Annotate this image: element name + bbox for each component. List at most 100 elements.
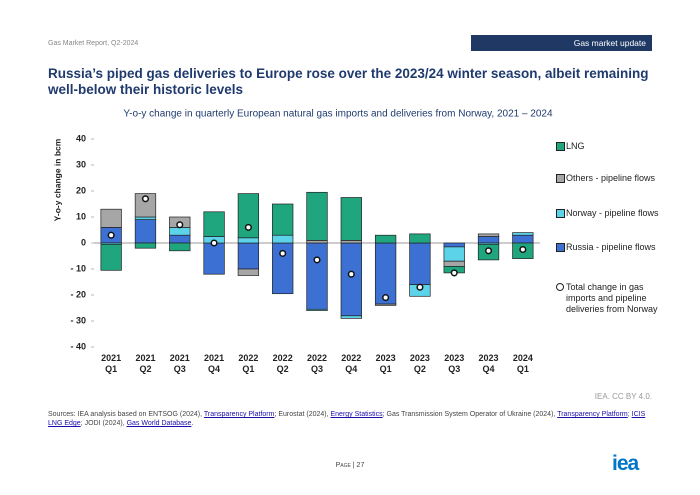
source-text: Sources: IEA analysis based on ENTSOG (2… [48,411,204,418]
y-tick-label: - 40 [70,341,86,351]
total-marker [450,269,458,277]
source-link[interactable]: ICIS LNG Edge [48,411,646,427]
source-text: ; [627,411,632,418]
x-tick-label: 2023 Q4 [478,353,499,374]
bar-segment [237,242,260,270]
y-tick-label: 20 [76,185,86,195]
bar-segment [134,193,157,218]
legend-label: Total change in gas imports and pipeline… [566,282,658,314]
bar-segment [374,303,397,306]
bar-segment [237,193,260,239]
source-text: . [191,420,194,427]
x-tick-label: 2022 Q4 [341,353,362,374]
bar-segment [306,240,328,244]
bar-segment [272,234,294,244]
total-marker [347,270,355,278]
x-tick-label: 2023 Q1 [375,353,396,374]
bar-segment [512,234,534,244]
legend-swatch [556,142,565,151]
bar-segment [272,203,294,236]
source-link[interactable]: Transparency Platform [203,411,275,418]
source-link[interactable]: Transparency Platform [557,411,628,418]
bar-segment [477,233,500,237]
legend-marker [556,283,564,291]
bar-segment [203,211,225,237]
total-marker [210,239,218,247]
chart-title: Y-o-y change in quarterly European natur… [123,109,553,120]
bar-segment [306,242,328,310]
bar-segment [306,191,328,241]
x-tick-label: 2022 Q1 [238,353,259,374]
y-tick-label: - 20 [70,289,86,299]
source-text: ; Gas Transmission System Operator of Uk… [382,411,558,418]
y-tick-label: 30 [76,159,86,169]
total-marker [244,223,252,231]
credit: IEA. CC BY 4.0. [594,392,652,401]
bar-segment [374,234,397,244]
bar-segment [134,242,157,249]
bar-segment [100,243,122,271]
x-tick-label: 2021 Q1 [101,353,122,374]
bar-segment [169,227,191,236]
total-marker [519,245,527,254]
source-text: ; JODI (2024), [80,420,127,427]
bar-segment [443,242,465,248]
total-marker [141,195,150,203]
bar-segment [340,240,362,244]
bar-segment [306,308,328,311]
bar-segment [340,242,362,317]
source-link[interactable]: Gas World Database [126,420,192,427]
x-tick-label: 2022 Q3 [306,353,328,374]
total-marker [416,283,424,291]
bar-segment [134,216,157,220]
y-tick-label: 10 [76,211,86,221]
section-badge: Gas market update [471,35,652,51]
bar-segment [134,219,157,244]
y-axis-label: Y-o-y change in bcm [52,138,62,221]
total-marker [484,247,493,255]
x-tick-label: 2023 Q3 [444,353,465,374]
y-tick-label: - 10 [70,263,86,273]
legend-swatch [556,243,565,252]
bar-segment [409,242,431,285]
bar-segment [443,246,465,262]
report-name: Gas Market Report, Q2-2024 [48,40,139,47]
sources: Sources: IEA analysis based on ENTSOG (2… [48,410,658,428]
total-marker [382,294,390,302]
legend-swatch [556,209,565,218]
page-number: Page | 27 [335,462,365,469]
x-tick-label: 2022 Q2 [272,353,293,374]
page-title: Russia’s piped gas deliveries to Europe … [48,66,649,97]
bar-segment [512,232,534,236]
legend-label: Norway - pipeline flows [566,208,659,218]
bar-segment [169,242,191,252]
bar-segment [100,208,122,228]
bar-segment [409,233,431,244]
y-tick-label: - 30 [70,315,86,325]
source-text: ; Eurostat (2024), [274,411,331,418]
bar-segment [340,315,362,319]
source-link[interactable]: Energy Statistics [330,411,383,418]
legend-label: LNG [566,141,585,151]
bar-segment [203,242,225,275]
bar-segment [340,197,362,241]
legend-label: Russia - pipeline flows [566,242,656,252]
total-marker [279,249,287,257]
total-marker [107,231,115,239]
bar-segment [237,237,260,244]
bar-segment [237,268,260,276]
x-tick-label: 2021 Q3 [169,353,190,374]
bar-segment [477,236,500,244]
bar-segment [443,260,465,267]
legend-swatch [556,174,565,183]
legend-label: Others - pipeline flows [566,173,656,183]
x-tick-label: 2021 Q4 [204,353,225,374]
x-tick-label: 2023 Q2 [409,353,430,374]
y-tick-label: 0 [81,237,86,247]
bar-segment [169,234,191,244]
total-marker [313,256,321,264]
x-tick-label: 2021 Q2 [135,353,156,374]
logo: iea [612,452,639,475]
